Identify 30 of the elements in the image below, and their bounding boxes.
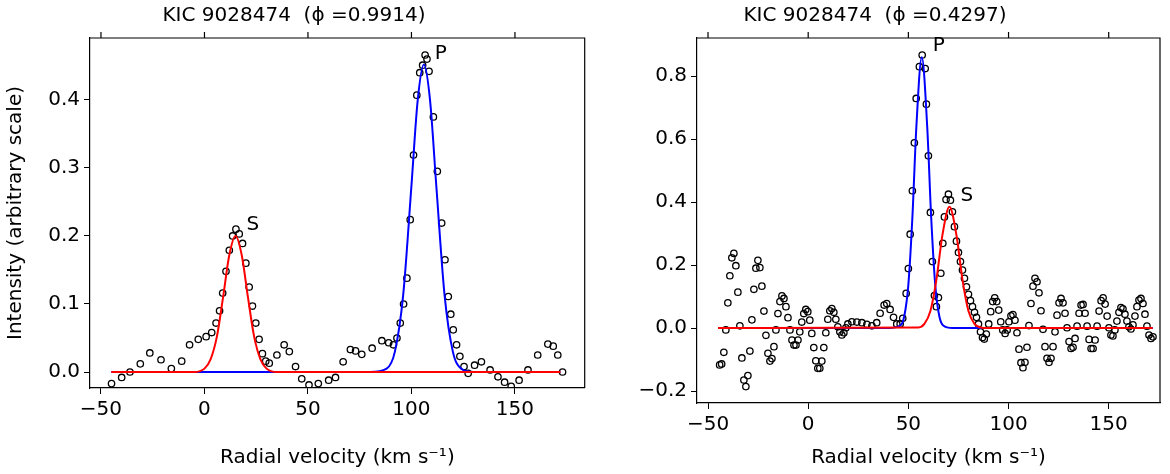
x-tick-label: −50	[79, 396, 123, 421]
y-axis-title: Intensity (arbitrary scale)	[2, 85, 27, 341]
y-tick-label: 0.3	[48, 154, 80, 179]
x-tick-label: 100	[989, 411, 1028, 436]
y-tick-label: 0.4	[48, 86, 80, 111]
y-tick-label: 0.4	[655, 188, 687, 213]
x-tick-label: 150	[1089, 411, 1128, 436]
x-tick-label: 0	[801, 411, 815, 436]
y-tick-label: 0.8	[655, 62, 687, 87]
y-tick-label: 0.2	[48, 222, 80, 247]
chart-title: KIC 9028474 (ϕ =0.9914)	[162, 2, 426, 27]
y-tick-label: 0.6	[655, 125, 687, 150]
x-axis-title: Radial velocity (km s⁻¹)	[220, 444, 455, 469]
y-tick-label: 0.1	[48, 290, 80, 315]
annotation: S	[960, 181, 974, 206]
x-tick-label: 0	[198, 396, 211, 421]
y-tick-label: 0.2	[655, 251, 687, 276]
x-tick-label: 50	[295, 396, 321, 421]
y-tick-label: −0.2	[638, 377, 687, 402]
annotation: S	[246, 210, 260, 235]
annotation: P	[434, 39, 447, 64]
y-tick-label: 0.0	[48, 358, 80, 383]
x-tick-label: 150	[495, 396, 535, 421]
y-tick-label: 0.0	[655, 314, 687, 339]
annotation: P	[932, 32, 945, 57]
chart-title: KIC 9028474 (ϕ =0.4297)	[743, 2, 1007, 27]
x-axis-title: Radial velocity (km s⁻¹)	[811, 444, 1046, 469]
x-tick-label: 100	[392, 396, 431, 421]
x-tick-label: 50	[895, 411, 922, 436]
x-tick-label: −50	[686, 411, 730, 436]
